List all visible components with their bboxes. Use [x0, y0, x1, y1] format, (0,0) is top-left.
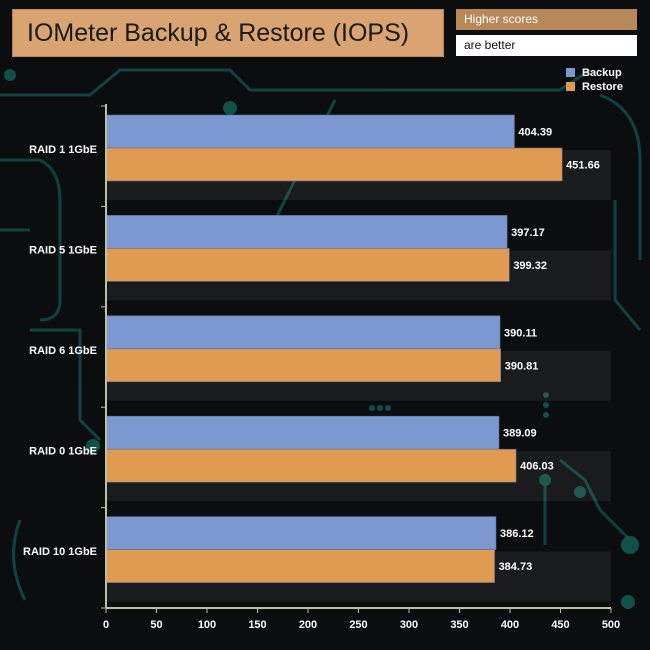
x-tick-label: 50 — [150, 619, 162, 631]
x-tick-label: 100 — [198, 619, 216, 631]
bar-backup — [105, 114, 515, 149]
data-label: 404.39 — [518, 127, 552, 139]
x-tick-label: 450 — [551, 619, 569, 631]
data-label: 397.17 — [511, 227, 545, 239]
chart-title-box: IOMeter Backup & Restore (IOPS) — [12, 9, 444, 57]
category-label: RAID 10 1GbE — [23, 546, 97, 558]
category-label: RAID 6 1GbE — [29, 345, 97, 357]
bar-restore — [105, 348, 502, 383]
x-tick-label: 200 — [299, 619, 317, 631]
category-label: RAID 0 1GbE — [29, 445, 97, 457]
note-higher-scores: Higher scores — [456, 9, 637, 30]
x-tick-label: 250 — [349, 619, 367, 631]
legend-label: Backup — [582, 67, 622, 79]
x-tick-label: 500 — [602, 619, 620, 631]
data-label: 384.73 — [499, 561, 533, 573]
data-label: 390.11 — [504, 327, 537, 339]
bar-backup — [105, 215, 508, 249]
x-tick-label: 350 — [450, 619, 468, 631]
legend-swatch — [566, 68, 575, 77]
x-tick-label: 150 — [248, 619, 266, 631]
bar-restore — [105, 248, 510, 282]
x-tick-label: 400 — [501, 619, 519, 631]
bar-backup — [105, 415, 500, 450]
category-label: RAID 1 1GbE — [29, 144, 97, 156]
chart-title: IOMeter Backup & Restore (IOPS) — [27, 18, 410, 47]
category-label: RAID 5 1GbE — [29, 245, 97, 257]
note-are-better: are better — [456, 35, 637, 56]
data-label: 451.66 — [566, 160, 600, 172]
data-label: 389.09 — [503, 428, 537, 440]
data-label: 399.32 — [513, 260, 547, 272]
data-label: 390.81 — [505, 360, 539, 372]
x-tick-label: 300 — [400, 619, 418, 631]
bar-restore — [105, 448, 517, 483]
legend-swatch — [566, 82, 575, 91]
bar-backup — [105, 516, 497, 550]
data-label: 386.12 — [500, 528, 534, 540]
bar-backup — [105, 315, 501, 350]
bar-restore — [105, 549, 495, 583]
data-label: 406.03 — [520, 461, 554, 473]
x-tick-label: 0 — [103, 619, 109, 631]
bar-restore — [105, 147, 563, 182]
legend-label: Restore — [582, 81, 623, 93]
